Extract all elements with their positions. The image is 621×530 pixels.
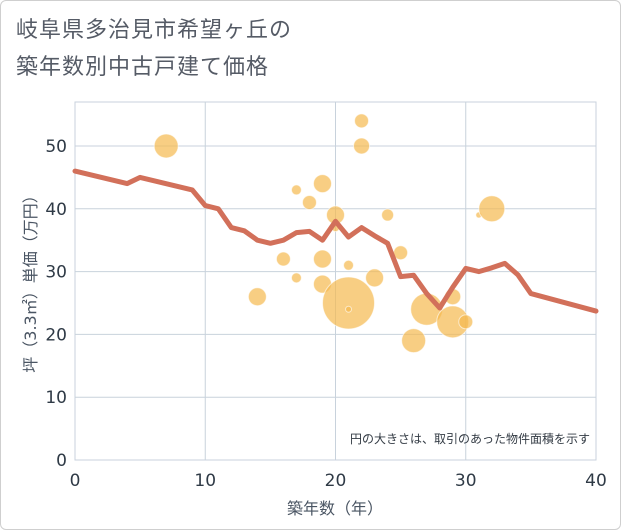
data-bubble: [345, 305, 353, 313]
data-bubble: [322, 276, 376, 330]
y-tick-label: 0: [56, 451, 67, 471]
data-bubble: [312, 174, 332, 194]
data-bubble: [290, 184, 302, 196]
y-axis-label: 坪（3.3㎡）単価（万円）: [21, 187, 40, 372]
x-tick-label: 30: [455, 471, 477, 491]
title-line-1: 岐阜県多治見市希望ヶ丘の: [16, 18, 293, 43]
y-tick-label: 40: [45, 200, 67, 220]
data-bubble: [353, 137, 371, 155]
data-bubble: [478, 195, 506, 223]
data-bubble: [381, 208, 395, 222]
data-bubble: [275, 251, 291, 267]
data-bubble: [458, 314, 474, 330]
x-tick-label: 0: [70, 471, 81, 491]
y-tick-label: 20: [45, 325, 67, 345]
data-bubble: [343, 259, 355, 271]
data-bubble: [153, 133, 179, 159]
x-tick-label: 20: [325, 471, 347, 491]
size-note: 円の大きさは、取引のあった物件面積を示す: [350, 431, 590, 446]
title-line-2: 築年数別中古戸建て価格: [16, 55, 270, 80]
data-bubble: [301, 194, 317, 210]
data-bubble: [354, 113, 370, 129]
x-axis-label: 築年数（年）: [287, 499, 383, 518]
axis-ticks: 0 10 20 30 40 0 10 20 30 40 50: [45, 137, 606, 491]
trend-line: [72, 168, 599, 314]
data-bubble: [312, 249, 332, 269]
chart-title: 岐阜県多治見市希望ヶ丘の 築年数別中古戸建て価格: [16, 12, 292, 86]
x-tick-label: 10: [194, 471, 216, 491]
data-bubble: [247, 287, 267, 307]
data-bubble: [290, 272, 302, 284]
x-tick-label: 40: [585, 471, 607, 491]
data-bubble: [401, 328, 427, 354]
y-tick-label: 10: [45, 388, 67, 408]
data-bubble: [365, 268, 385, 288]
y-tick-label: 30: [45, 263, 67, 283]
y-tick-label: 50: [45, 137, 67, 157]
